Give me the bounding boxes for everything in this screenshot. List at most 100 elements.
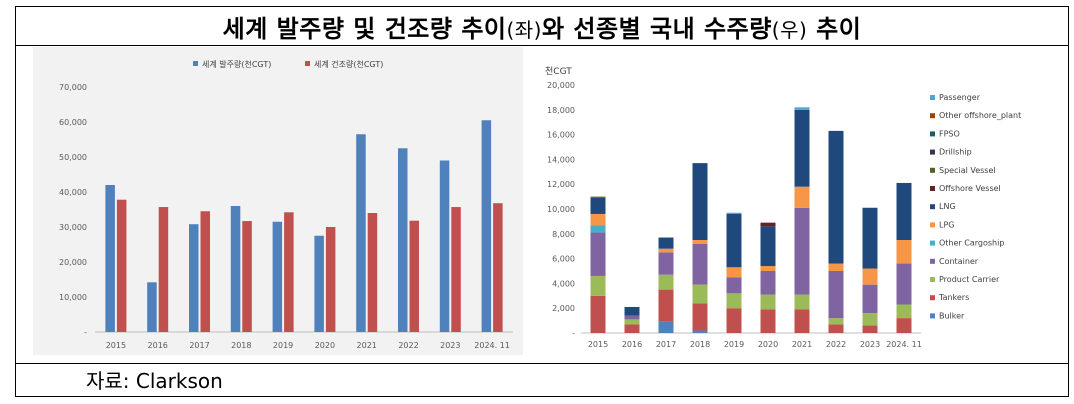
right-bar-segment [590,197,606,214]
right-bar-segment [896,182,912,240]
charts-row [16,45,1068,364]
left-y-tick-label: 30,000 [59,223,87,232]
right-bar-segment [862,325,878,333]
right-legend-swatch [930,149,935,155]
right-legend-label: Container [939,257,979,266]
right-legend-label: LNG [939,202,956,211]
left-x-tick-label: 2018 [231,341,251,350]
source-row: 자료: Clarkson [16,363,1068,396]
right-bar-segment [760,226,776,267]
right-y-tick-label: 10,000 [547,205,575,214]
right-bar-segment [760,271,776,295]
right-y-tick-label: 6,000 [552,255,575,264]
right-bar-segment [658,321,674,333]
left-y-tick-label: 70,000 [59,83,87,92]
right-bar-segment [896,263,912,305]
right-bar-segment [726,212,742,214]
left-bar-orders [272,221,283,332]
left-bar-deliveries [158,207,169,332]
right-bar-segment [794,294,810,310]
right-bar-segment [692,330,708,333]
figure-title: 세계 발주량 및 건조량 추이(좌)와 선종별 국내 수주량(우) 추이 [223,9,862,44]
left-bar-deliveries [367,213,378,332]
right-bar-segment [590,196,606,198]
left-y-tick-label: - [84,328,87,337]
right-bar-segment [658,289,674,322]
right-unit-label: 천CGT [545,66,572,77]
left-bar-orders [356,134,366,332]
right-x-tick-label: 2019 [724,340,744,349]
right-x-tick-label: 2021 [792,340,812,349]
right-bar-segment [794,109,810,187]
left-legend-label: 세계 건조량(천CGT) [314,59,383,69]
right-chart-background [533,55,1033,355]
right-bar-segment [590,295,606,333]
right-bar-segment [624,324,640,333]
right-bar-segment [828,263,844,271]
title-middle: 와 선종별 국내 수주량 [542,14,772,43]
right-bar-segment [862,268,878,285]
left-bar-orders [147,282,157,332]
right-bar-segment [624,306,640,316]
left-x-tick-label: 2024. 11 [474,341,510,350]
right-bar-segment [726,213,742,268]
right-legend-label: Passenger [939,93,981,102]
right-x-tick-label: 2022 [826,340,846,349]
left-bar-orders [189,224,199,332]
left-bar-deliveries [409,220,419,332]
right-bar-segment [590,275,606,296]
right-legend-swatch [930,277,935,282]
right-x-tick-label: 2017 [656,340,676,349]
right-bar-segment [896,304,912,319]
left-bar-deliveries [242,221,252,332]
right-bar-segment [590,225,606,233]
left-y-tick-label: 20,000 [59,258,87,267]
right-bar-segment [726,308,742,333]
left-y-tick-label: 60,000 [59,118,87,127]
right-legend-swatch [930,167,935,173]
right-y-tick-label: - [572,329,575,338]
left-bar-orders [398,148,408,332]
right-bar-segment [658,274,674,290]
left-bar-deliveries [284,212,294,332]
right-bar-segment [760,294,776,310]
left-legend-swatch [305,61,310,66]
left-y-tick-label: 10,000 [59,293,87,302]
right-y-tick-label: 12,000 [547,180,575,189]
right-bar-segment [590,213,606,226]
left-bar-deliveries [493,203,503,332]
right-bar-segment [692,303,708,331]
korea-orders-by-ship-type-chart: 천CGT - 2,000 4,000 6,000 8,000 10,000 12,000 14,… [533,55,1033,355]
title-row: 세계 발주량 및 건조량 추이(좌)와 선종별 국내 수주량(우) 추이 [16,7,1068,46]
title-main: 세계 발주량 및 건조량 추이 [222,14,507,43]
left-legend-swatch [193,61,198,66]
source-note: 자료: Clarkson [86,369,223,393]
left-bar-deliveries [116,199,127,332]
right-bar-segment [760,222,776,227]
right-legend-label: Other offshore_plant [939,111,1021,120]
left-bar-orders [481,120,492,332]
right-x-tick-label: 2018 [690,340,710,349]
right-bar-segment [658,252,674,275]
right-bar-segment [692,243,708,285]
left-x-tick-label: 2019 [273,341,293,350]
right-y-tick-label: 20,000 [547,81,575,90]
right-y-tick-label: 8,000 [552,230,575,239]
right-bar-segment [590,232,606,276]
right-legend-swatch [930,313,935,319]
right-y-tick-label: 18,000 [547,106,575,115]
right-bar-segment [658,237,674,249]
left-y-tick-label: 50,000 [59,153,87,162]
right-bar-segment [794,207,810,295]
right-y-tick-label: 16,000 [547,131,575,140]
right-y-tick-label: 14,000 [547,155,575,164]
left-x-tick-label: 2023 [440,341,460,350]
right-legend-label: Special Vessel [939,166,996,175]
right-legend-label: Product Carrier [939,275,1000,284]
right-bar-segment [828,324,844,333]
right-legend-swatch [930,295,935,301]
right-y-tick-label: 4,000 [552,279,575,288]
right-legend-swatch [930,222,935,228]
title-left-marker: (좌) [506,17,542,42]
world-orders-deliveries-chart: - 10,000 20,000 30,000 40,000 50,000 60,000 70,… [33,47,523,355]
